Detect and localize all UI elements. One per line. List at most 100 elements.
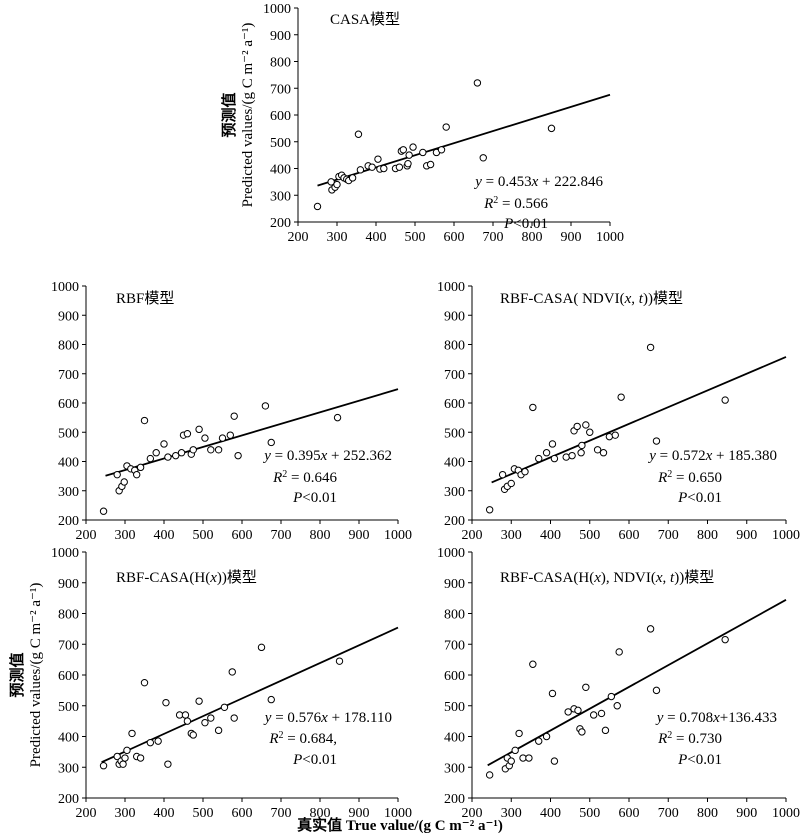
regression-equation: y = 0.453x + 222.846	[473, 174, 603, 190]
y-tick-label: 300	[58, 485, 79, 500]
data-point	[218, 434, 227, 442]
x-tick-label: 500	[193, 806, 214, 821]
y-tick-label: 500	[444, 426, 465, 441]
data-point	[380, 164, 388, 173]
panel-title: RBF模型	[116, 290, 174, 307]
x-tick-label: 200	[462, 806, 483, 821]
y-tick-label: 300	[58, 761, 79, 776]
data-point	[589, 711, 598, 719]
x-tick-label: 600	[619, 806, 640, 821]
y-tick-label: 200	[270, 216, 291, 231]
data-point	[562, 453, 570, 461]
data-point	[479, 154, 487, 162]
y-tick-label: 700	[444, 368, 465, 383]
x-tick-label: 800	[697, 806, 718, 821]
data-point	[136, 754, 145, 762]
data-point	[511, 746, 519, 755]
data-point	[136, 463, 145, 472]
data-point	[146, 454, 155, 463]
y-tick-label: 1000	[437, 546, 465, 561]
panel-title: CASA模型	[330, 11, 400, 28]
x-tick-label: 200	[462, 528, 483, 543]
data-point	[128, 729, 136, 738]
data-point	[201, 434, 209, 442]
data-point	[599, 449, 608, 457]
x-tick-label: 700	[271, 806, 292, 821]
regression-line	[101, 626, 399, 764]
y-tick-label: 900	[270, 29, 291, 44]
x-tick-label: 1000	[384, 528, 412, 543]
data-point	[327, 178, 335, 186]
y-tick-label: 200	[444, 792, 465, 807]
y-tick-label: 1000	[263, 2, 291, 17]
data-point	[529, 660, 537, 668]
data-point	[485, 771, 494, 779]
y-tick-label: 900	[444, 309, 465, 324]
data-point	[597, 709, 606, 718]
x-tick-label: 500	[579, 528, 600, 543]
data-point	[234, 451, 242, 460]
p-value-label: P<0.01	[503, 216, 548, 232]
y-tick-label: 600	[58, 397, 79, 412]
data-point	[257, 643, 266, 652]
data-point	[164, 760, 172, 768]
r-squared-label: R2 = 0.684,	[268, 730, 337, 748]
data-point	[578, 728, 586, 736]
data-point	[582, 421, 590, 429]
y-axis-label-en: Predicted values/(g C m⁻² a⁻¹)	[28, 583, 44, 768]
data-point	[181, 711, 190, 719]
data-point	[601, 726, 610, 735]
y-tick-label: 900	[58, 577, 79, 592]
x-tick-label: 1000	[772, 528, 800, 543]
data-point	[230, 714, 238, 722]
x-tick-label: 400	[540, 528, 561, 543]
y-axis-label-en: Predicted values/(g C m⁻² a⁻¹)	[240, 23, 256, 208]
y-tick-label: 200	[58, 792, 79, 807]
x-tick-label: 400	[366, 230, 387, 245]
data-point	[261, 402, 270, 410]
x-tick-label: 200	[288, 230, 309, 245]
x-tick-label: 800	[697, 528, 718, 543]
y-tick-label: 700	[444, 638, 465, 653]
data-point	[154, 737, 162, 745]
data-point	[550, 454, 559, 463]
data-point	[573, 422, 581, 431]
data-point	[507, 757, 515, 765]
x-tick-label: 300	[501, 806, 522, 821]
x-tick-label: 1000	[596, 230, 624, 245]
y-tick-label: 900	[444, 577, 465, 592]
data-point	[313, 202, 322, 211]
y-tick-label: 600	[444, 669, 465, 684]
r-squared-label: R2 = 0.730	[657, 730, 722, 748]
data-point	[521, 468, 529, 476]
data-point	[515, 729, 523, 738]
data-point	[535, 737, 543, 745]
data-point	[498, 470, 507, 479]
x-tick-label: 1000	[384, 806, 412, 821]
data-point	[652, 686, 661, 695]
data-point	[226, 431, 235, 439]
data-point	[354, 130, 363, 138]
data-point	[140, 416, 149, 425]
x-tick-label: 200	[76, 806, 97, 821]
data-point	[335, 657, 344, 665]
x-tick-label: 900	[736, 528, 757, 543]
y-tick-label: 700	[58, 368, 79, 383]
data-point	[548, 440, 557, 448]
x-tick-label: 800	[310, 806, 331, 821]
data-point	[409, 143, 417, 151]
data-point	[214, 446, 223, 454]
panel-title: RBF-CASA( NDVI(x, t))模型	[500, 290, 683, 307]
x-tick-label: 700	[271, 528, 292, 543]
y-tick-label: 800	[58, 339, 79, 354]
data-point	[535, 454, 543, 463]
data-point	[228, 668, 236, 676]
p-value-label: P<0.01	[292, 752, 337, 768]
data-point	[99, 762, 108, 770]
regression-line	[487, 599, 787, 767]
data-point	[113, 470, 121, 479]
data-point	[485, 506, 494, 514]
data-point	[586, 428, 594, 436]
data-point	[333, 180, 341, 189]
